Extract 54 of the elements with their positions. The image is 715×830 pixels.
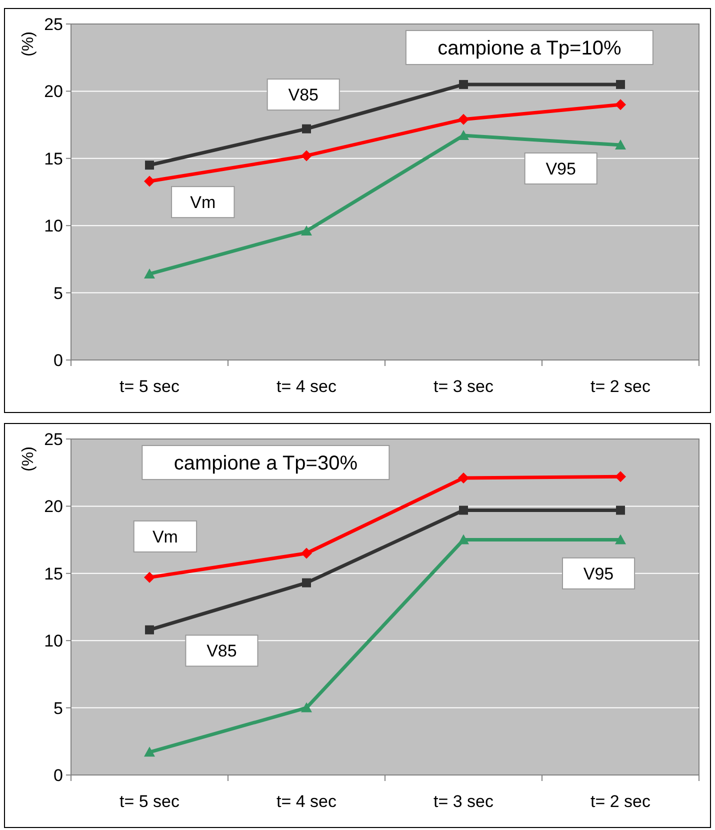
text: campione a Tp=30% [174, 452, 358, 475]
point [301, 150, 312, 162]
point [459, 506, 468, 515]
series-label: Vm [152, 527, 178, 546]
x-tick-label: t= 3 sec [433, 792, 494, 811]
y-axis-title: (%) [20, 32, 37, 56]
series-label: Vm [190, 193, 216, 212]
y-tick-label: 0 [54, 766, 63, 785]
y-tick-label: 25 [44, 430, 63, 449]
point [459, 80, 468, 89]
point [458, 534, 469, 544]
y-tick-label: 5 [54, 284, 63, 303]
y-tick-label: 15 [44, 149, 63, 168]
point [144, 572, 155, 583]
point [301, 548, 312, 559]
point [144, 746, 155, 757]
text: campione a Tp=10% [438, 38, 622, 60]
x-tick-label: t= 5 sec [119, 792, 180, 811]
x-tick-label: t= 5 sec [119, 377, 180, 396]
point [301, 702, 312, 712]
point [615, 139, 626, 150]
point [144, 176, 155, 187]
point [458, 114, 469, 125]
y-tick-label: 10 [44, 632, 63, 651]
x-tick-label: t= 4 sec [276, 792, 337, 811]
x-tick-label: t= 2 sec [590, 792, 651, 811]
point [615, 99, 626, 110]
point [301, 225, 312, 236]
y-axis-title: (%) [20, 446, 37, 472]
point [616, 80, 625, 89]
x-tick-label: t= 2 sec [590, 377, 651, 396]
series-label: V95 [583, 564, 614, 584]
y-tick-label: 0 [54, 351, 63, 370]
series-label: V95 [546, 159, 576, 178]
y-tick-label: 15 [44, 564, 63, 584]
x-tick-label: t= 4 sec [276, 377, 337, 396]
series-label: V85 [206, 642, 237, 661]
point [615, 471, 626, 482]
y-tick-label: 25 [44, 15, 63, 34]
point [458, 130, 469, 140]
x-tick-label: t= 3 sec [433, 377, 494, 396]
point [615, 534, 626, 544]
point [144, 268, 155, 278]
y-tick-label: 20 [44, 497, 63, 516]
series-label: V85 [288, 86, 318, 105]
point [145, 625, 154, 634]
point [302, 578, 311, 588]
point [458, 472, 469, 484]
y-tick-label: 5 [54, 698, 63, 718]
y-tick-label: 10 [44, 216, 63, 236]
y-tick-label: 20 [44, 82, 63, 102]
point [302, 124, 311, 134]
point [616, 506, 625, 515]
point [145, 160, 154, 170]
